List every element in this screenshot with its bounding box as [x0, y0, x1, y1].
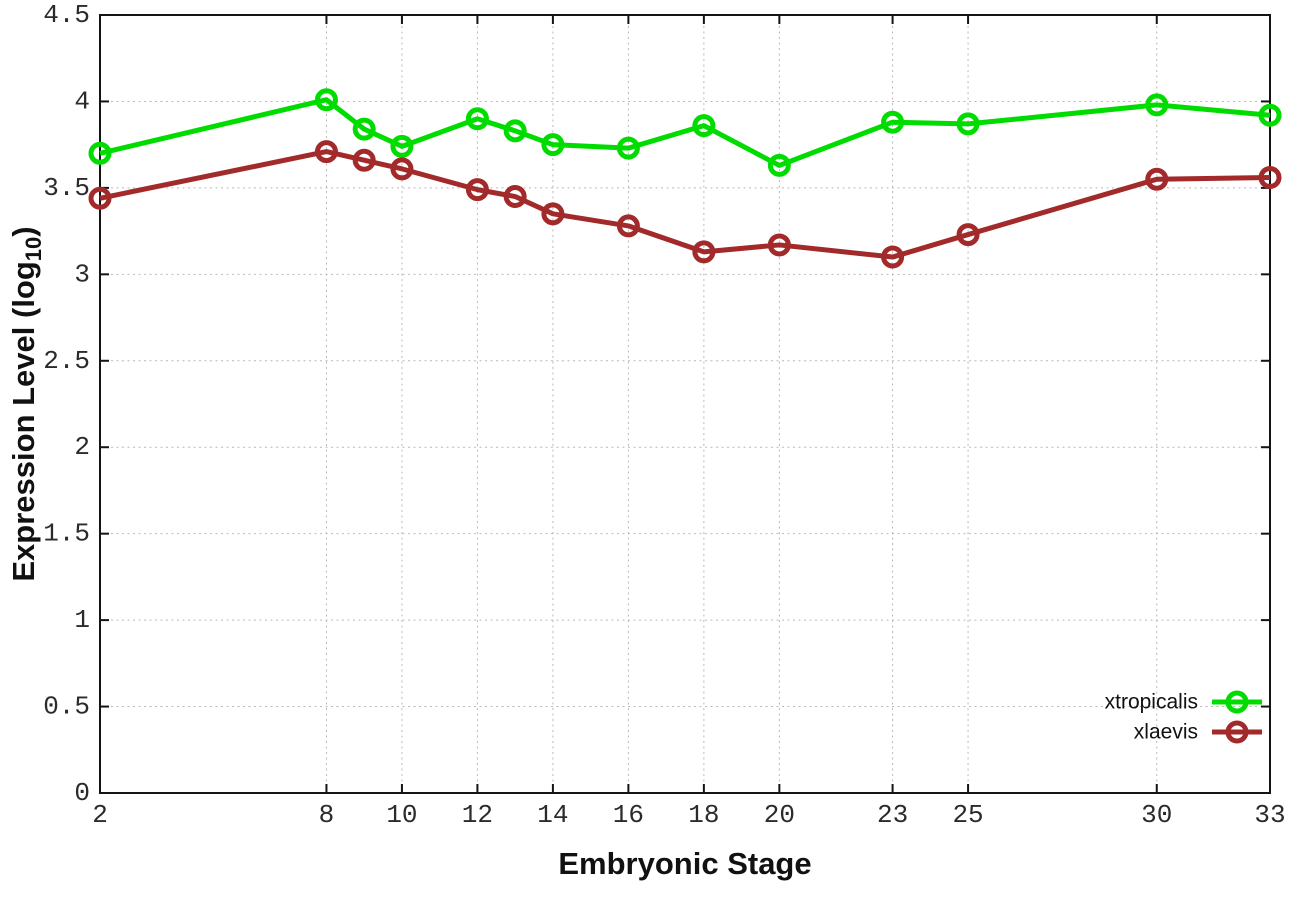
y-tick-label-0: 0	[74, 778, 90, 808]
x-tick-label-18: 18	[688, 800, 719, 830]
data-point-xlaevis-stage-18	[692, 240, 716, 264]
data-point-xtropicalis-stage-2	[88, 141, 112, 165]
series-line-xlaevis	[99, 149, 1271, 260]
data-point-xtropicalis-stage-25	[956, 112, 980, 136]
y-tick-label-3.5: 3.5	[43, 173, 90, 203]
y-axis-title: Expression Level (log10)	[6, 226, 46, 581]
data-point-xtropicalis-stage-9	[352, 117, 376, 141]
y-tick-label-3: 3	[74, 259, 90, 289]
axes-and-ticks	[99, 14, 1271, 794]
y-axis-title-main: Expression Level (log	[6, 261, 41, 581]
x-tick-label-14: 14	[537, 800, 568, 830]
data-point-xtropicalis-stage-20	[767, 153, 791, 177]
data-point-xtropicalis-stage-10	[390, 134, 414, 158]
x-tick-label-8: 8	[319, 800, 335, 830]
data-point-xlaevis-stage-8	[314, 140, 338, 164]
data-point-xlaevis-stage-23	[881, 245, 905, 269]
y-axis-title-end: )	[6, 226, 41, 236]
plot-border	[99, 14, 1271, 794]
x-tick-label-23: 23	[877, 800, 908, 830]
x-tick-label-2: 2	[92, 800, 108, 830]
data-point-xlaevis-stage-20	[767, 233, 791, 257]
data-point-xtropicalis-stage-8	[314, 88, 338, 112]
x-tick-label-30: 30	[1141, 800, 1172, 830]
y-axis-title-subscript: 10	[21, 237, 46, 261]
data-point-xtropicalis-stage-33	[1258, 103, 1282, 127]
data-point-xlaevis-stage-9	[352, 148, 376, 172]
legend-marker-xlaevis	[1225, 720, 1249, 744]
legend: xtropicalis xlaevis	[1105, 690, 1262, 744]
x-tick-label-20: 20	[764, 800, 795, 830]
legend-label-xlaevis: xlaevis	[1134, 721, 1198, 744]
data-point-xtropicalis-stage-18	[692, 114, 716, 138]
legend-marker-xtropicalis	[1225, 690, 1249, 714]
data-point-xlaevis-stage-25	[956, 223, 980, 247]
series-xtropicalis	[88, 88, 1282, 177]
data-point-xtropicalis-stage-13	[503, 119, 527, 143]
data-point-xtropicalis-stage-14	[541, 133, 565, 157]
data-point-xlaevis-stage-33	[1258, 166, 1282, 190]
y-tick-label-2.5: 2.5	[43, 346, 90, 376]
data-point-xtropicalis-stage-12	[465, 107, 489, 131]
y-tick-label-4: 4	[74, 86, 90, 116]
x-axis-title: Embryonic Stage	[558, 846, 811, 881]
data-point-xlaevis-stage-30	[1145, 167, 1169, 191]
data-point-xtropicalis-stage-16	[616, 136, 640, 160]
data-point-xlaevis-stage-13	[503, 185, 527, 209]
tick-labels: 2 8 10 12 14 16 18 20 23 25 30 33 0 0.5 1 1.5 2 2.5 3 3.5 4 4…	[43, 0, 1285, 830]
data-series	[88, 88, 1282, 269]
series-xlaevis	[88, 140, 1282, 269]
y-tick-label-2: 2	[74, 432, 90, 462]
data-point-xlaevis-stage-10	[390, 157, 414, 181]
data-point-xtropicalis-stage-30	[1145, 93, 1169, 117]
data-point-xlaevis-stage-2	[88, 186, 112, 210]
data-point-xlaevis-stage-12	[465, 178, 489, 202]
legend-item-xlaevis: xlaevis	[1134, 720, 1262, 744]
legend-label-xtropicalis: xtropicalis	[1105, 691, 1198, 714]
x-tick-label-12: 12	[462, 800, 493, 830]
y-tick-label-1.5: 1.5	[43, 519, 90, 549]
x-tick-label-10: 10	[386, 800, 417, 830]
data-point-xlaevis-stage-16	[616, 214, 640, 238]
legend-item-xtropicalis: xtropicalis	[1105, 690, 1262, 714]
x-tick-label-16: 16	[613, 800, 644, 830]
x-tick-label-25: 25	[952, 800, 983, 830]
data-point-xtropicalis-stage-23	[881, 110, 905, 134]
y-tick-label-0.5: 0.5	[43, 692, 90, 722]
x-tick-label-33: 33	[1254, 800, 1285, 830]
y-tick-label-1: 1	[74, 605, 90, 635]
y-tick-label-4.5: 4.5	[43, 0, 90, 30]
data-point-xlaevis-stage-14	[541, 202, 565, 226]
series-line-xtropicalis	[99, 97, 1271, 168]
